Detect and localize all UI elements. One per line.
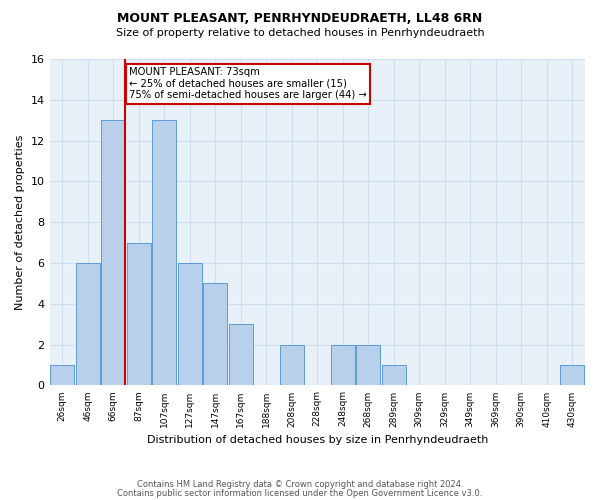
X-axis label: Distribution of detached houses by size in Penrhyndeudraeth: Distribution of detached houses by size …: [146, 435, 488, 445]
Bar: [76, 263, 100, 386]
Bar: [560, 365, 584, 386]
Bar: [229, 324, 253, 386]
Text: Contains public sector information licensed under the Open Government Licence v3: Contains public sector information licen…: [118, 489, 482, 498]
Text: Size of property relative to detached houses in Penrhyndeudraeth: Size of property relative to detached ho…: [116, 28, 484, 38]
Text: Contains HM Land Registry data © Crown copyright and database right 2024.: Contains HM Land Registry data © Crown c…: [137, 480, 463, 489]
Bar: [356, 344, 380, 386]
Bar: [382, 365, 406, 386]
Text: MOUNT PLEASANT, PENRHYNDEUDRAETH, LL48 6RN: MOUNT PLEASANT, PENRHYNDEUDRAETH, LL48 6…: [118, 12, 482, 26]
Bar: [178, 263, 202, 386]
Bar: [50, 365, 74, 386]
Y-axis label: Number of detached properties: Number of detached properties: [15, 134, 25, 310]
Bar: [203, 284, 227, 386]
Bar: [127, 242, 151, 386]
Text: MOUNT PLEASANT: 73sqm
← 25% of detached houses are smaller (15)
75% of semi-deta: MOUNT PLEASANT: 73sqm ← 25% of detached …: [129, 67, 367, 100]
Bar: [331, 344, 355, 386]
Bar: [280, 344, 304, 386]
Bar: [101, 120, 125, 386]
Bar: [152, 120, 176, 386]
